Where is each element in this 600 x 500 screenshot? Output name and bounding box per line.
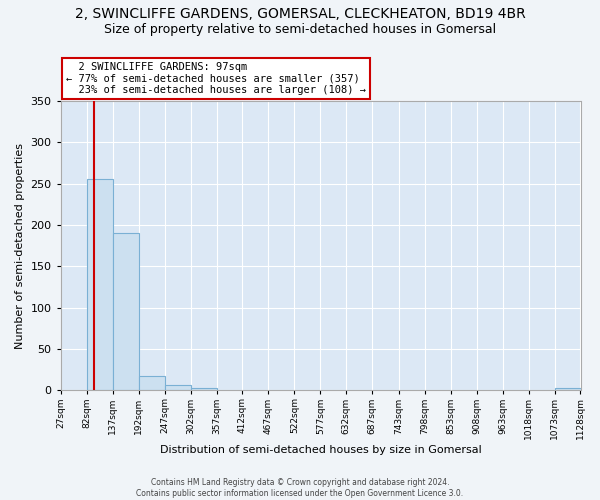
Bar bbox=[113, 233, 139, 390]
Text: Contains HM Land Registry data © Crown copyright and database right 2024.
Contai: Contains HM Land Registry data © Crown c… bbox=[136, 478, 464, 498]
Bar bbox=[86, 180, 113, 390]
Bar bbox=[554, 388, 581, 390]
Bar bbox=[139, 376, 164, 390]
Bar bbox=[164, 386, 191, 390]
X-axis label: Distribution of semi-detached houses by size in Gomersal: Distribution of semi-detached houses by … bbox=[160, 445, 481, 455]
Text: Size of property relative to semi-detached houses in Gomersal: Size of property relative to semi-detach… bbox=[104, 22, 496, 36]
Text: 2 SWINCLIFFE GARDENS: 97sqm
← 77% of semi-detached houses are smaller (357)
  23: 2 SWINCLIFFE GARDENS: 97sqm ← 77% of sem… bbox=[66, 62, 366, 95]
Y-axis label: Number of semi-detached properties: Number of semi-detached properties bbox=[15, 142, 25, 348]
Bar bbox=[191, 388, 217, 390]
Text: 2, SWINCLIFFE GARDENS, GOMERSAL, CLECKHEATON, BD19 4BR: 2, SWINCLIFFE GARDENS, GOMERSAL, CLECKHE… bbox=[74, 8, 526, 22]
